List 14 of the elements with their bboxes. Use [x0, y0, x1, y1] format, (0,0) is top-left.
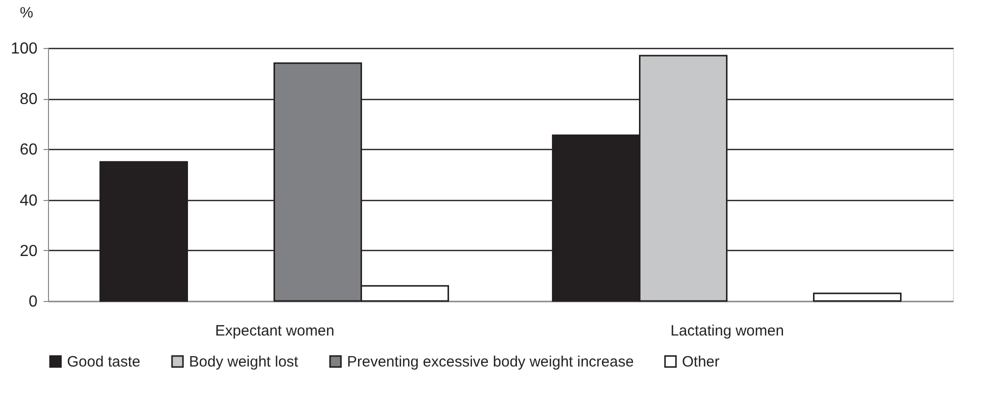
- x-tick-label: Expectant women: [215, 322, 334, 340]
- x-tick-label: Lactating women: [670, 322, 784, 340]
- y-tick-label: 80: [20, 91, 38, 108]
- legend-label: Preventing excessive body weight increase: [347, 354, 634, 371]
- y-tick-label: 20: [20, 242, 38, 260]
- y-axis-title: %: [20, 4, 34, 22]
- legend-label: Body weight lost: [189, 354, 300, 371]
- y-tick-label: 40: [20, 192, 38, 210]
- y-tick-label: 60: [20, 142, 38, 159]
- legend-label: Other: [682, 354, 720, 371]
- legend-label: Good taste: [67, 354, 140, 371]
- y-tick-label: 100: [10, 40, 38, 58]
- y-tick-label: 0: [28, 294, 38, 310]
- bar: [813, 292, 902, 302]
